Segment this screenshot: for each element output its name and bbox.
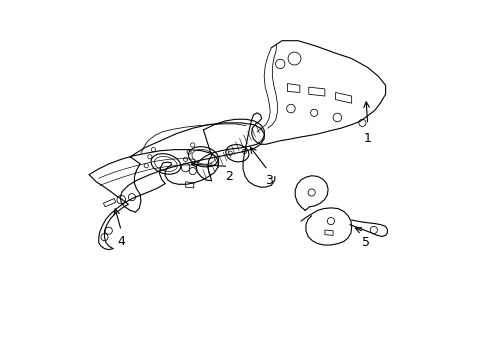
Text: 1: 1 bbox=[363, 132, 371, 145]
Text: 3: 3 bbox=[265, 174, 273, 186]
Text: 2: 2 bbox=[225, 170, 233, 183]
Text: 4: 4 bbox=[117, 235, 125, 248]
Text: 5: 5 bbox=[361, 237, 369, 249]
